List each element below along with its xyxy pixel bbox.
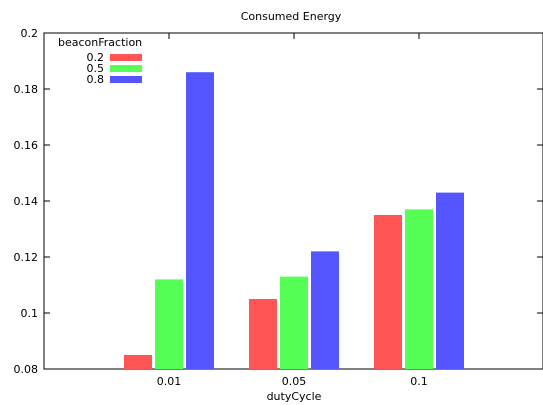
y-axis: 0.08 0.1 0.12 0.14 0.16 0.18 0.2 — [14, 27, 543, 376]
legend-swatch — [110, 54, 142, 61]
y-tick-label: 0.08 — [14, 363, 39, 376]
legend-title: beaconFraction — [58, 36, 142, 49]
bar-0.5-0.1 — [405, 209, 433, 369]
bar-0.8-0.1 — [436, 192, 464, 369]
y-tick-label: 0.1 — [21, 307, 39, 320]
bars-group — [124, 72, 464, 369]
x-tick-label: 0.01 — [157, 375, 182, 388]
x-tick-label: 0.05 — [282, 375, 307, 388]
x-axis-label: dutyCycle — [267, 390, 322, 403]
bar-0.2-0.05 — [249, 299, 277, 369]
y-tick-label: 0.16 — [14, 139, 39, 152]
legend-label: 0.8 — [87, 73, 105, 86]
x-axis: 0.01 0.05 0.1 — [157, 33, 428, 388]
y-tick-label: 0.2 — [21, 27, 39, 40]
legend-label: 0.5 — [87, 62, 105, 75]
x-tick-label: 0.1 — [410, 375, 428, 388]
legend-swatch — [110, 76, 142, 83]
y-tick-label: 0.12 — [14, 251, 39, 264]
y-tick-label: 0.18 — [14, 83, 39, 96]
chart-title: Consumed Energy — [241, 10, 342, 23]
y-tick-label: 0.14 — [14, 195, 39, 208]
legend: beaconFraction 0.20.50.8 — [58, 36, 142, 86]
legend-swatch — [110, 65, 142, 72]
bar-0.8-0.01 — [186, 72, 214, 369]
legend-label: 0.2 — [87, 51, 105, 64]
bar-0.2-0.01 — [124, 355, 152, 369]
bar-0.5-0.05 — [280, 276, 308, 369]
bar-0.8-0.05 — [311, 251, 339, 369]
bar-0.2-0.1 — [374, 215, 402, 369]
bar-0.5-0.01 — [155, 279, 183, 369]
